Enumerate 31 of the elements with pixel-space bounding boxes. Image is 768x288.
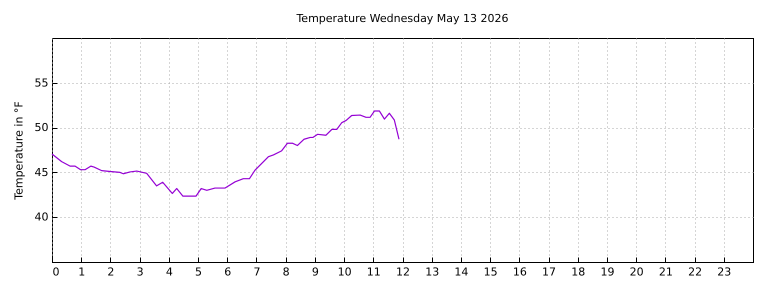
x-tick-label: 13 [425,266,440,278]
chart-title: Temperature Wednesday May 13 2026 [295,12,509,25]
x-tick-label: 19 [600,266,614,278]
y-tick-label: 45 [34,166,48,179]
x-tick-label: 5 [195,266,202,278]
x-tick-label: 21 [658,266,673,278]
x-tick-label: 11 [366,266,381,278]
x-tick-label: 12 [396,266,410,278]
x-tick-label: 6 [224,266,232,278]
x-tick-label: 7 [253,266,260,278]
y-axis-title: Temperature in °F [12,101,26,201]
x-tick-label: 4 [166,266,173,278]
x-tick-label: 18 [571,266,586,278]
x-tick-label: 1 [78,266,86,278]
x-tick-label: 0 [52,266,60,278]
x-tick-label: 8 [282,266,290,278]
x-tick-label: 9 [312,266,319,278]
x-tick-label: 15 [484,266,498,278]
y-tick-label: 40 [34,210,48,224]
y-tick-label: 50 [34,121,48,134]
line-series [51,110,400,197]
x-tick-label: 16 [512,266,527,278]
x-tick-label: 17 [542,266,556,278]
x-tick-label: 2 [107,266,114,278]
y-tick-label: 55 [34,76,48,90]
x-tick-label: 20 [630,266,644,278]
x-tick-label: 3 [136,266,144,278]
x-tick-label: 22 [688,266,702,278]
x-tick-label: 10 [338,266,352,278]
x-tick-label: 14 [454,266,468,278]
x-tick-label: 23 [717,266,732,278]
